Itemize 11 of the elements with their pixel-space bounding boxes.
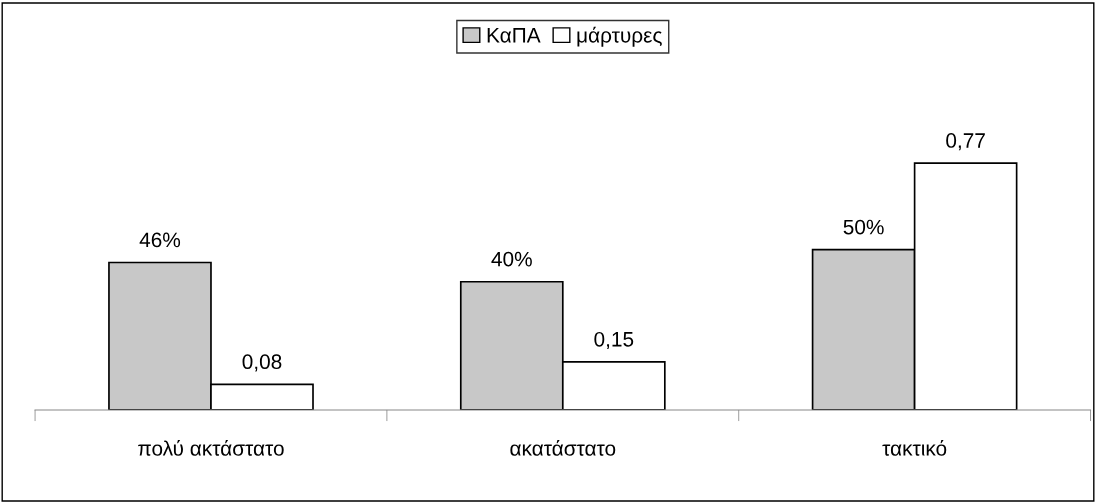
x-tick-label: ακατάστατο xyxy=(510,439,616,456)
x-tick-label: πολύ ακτάστατο xyxy=(138,439,284,456)
legend-label: ΚαΠΑ xyxy=(487,28,541,43)
data-label: 40% xyxy=(491,251,532,267)
data-label: 0,15 xyxy=(594,331,634,350)
data-label: 50% xyxy=(843,219,884,235)
data-label: 0,77 xyxy=(946,133,985,151)
data-label: 46% xyxy=(139,232,181,248)
x-tick-label: τακτικό xyxy=(882,439,947,456)
legend-label: μάρτυρες xyxy=(577,26,662,47)
data-label: 0,08 xyxy=(242,354,282,372)
